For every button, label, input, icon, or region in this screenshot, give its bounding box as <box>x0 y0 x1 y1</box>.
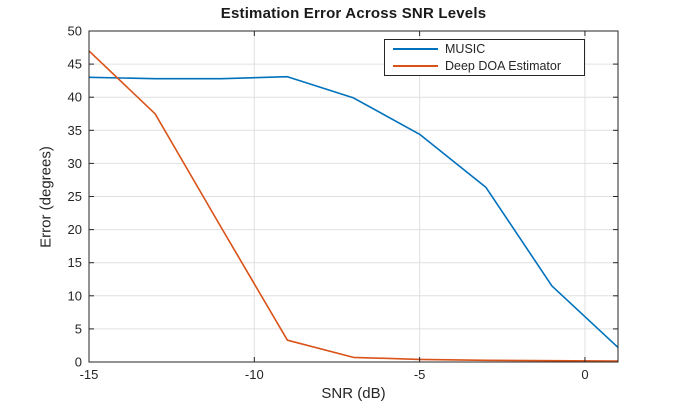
x-tick-label-0: 0 <box>581 367 588 382</box>
y-tick-label-40: 40 <box>68 90 82 105</box>
y-tick-label-30: 30 <box>68 156 82 171</box>
y-tick-label-10: 10 <box>68 288 82 303</box>
legend-entry-deep-doa: Deep DOA Estimator <box>385 58 584 75</box>
y-tick-label-35: 35 <box>68 123 82 138</box>
y-tick-label-50: 50 <box>68 24 82 39</box>
series-line-deep-doa-estimator <box>88 50 619 362</box>
x-axis-label: SNR (dB) <box>321 385 386 402</box>
deep-doa-line-swatch <box>393 64 438 67</box>
legend: MUSIC Deep DOA Estimator <box>384 39 585 76</box>
y-tick-label-5: 5 <box>75 321 82 336</box>
x-tick-label--15: -15 <box>80 367 99 382</box>
legend-entry-music: MUSIC <box>385 41 584 58</box>
music-line-swatch <box>393 48 438 51</box>
y-axis-label: Error (degrees) <box>37 146 55 248</box>
series-line-music <box>88 75 619 348</box>
y-tick-label-25: 25 <box>68 189 82 204</box>
y-tick-label-45: 45 <box>68 57 82 72</box>
y-tick-label-20: 20 <box>68 222 82 237</box>
chart-title: Estimation Error Across SNR Levels <box>220 5 487 22</box>
x-tick-label--5: -5 <box>414 367 426 382</box>
legend-label-music: MUSIC <box>445 42 486 57</box>
y-tick-label-15: 15 <box>68 255 82 270</box>
x-tick-label--10: -10 <box>245 367 264 382</box>
legend-label-deep-doa: Deep DOA Estimator <box>445 58 562 73</box>
y-tick-label-0: 0 <box>75 355 82 370</box>
